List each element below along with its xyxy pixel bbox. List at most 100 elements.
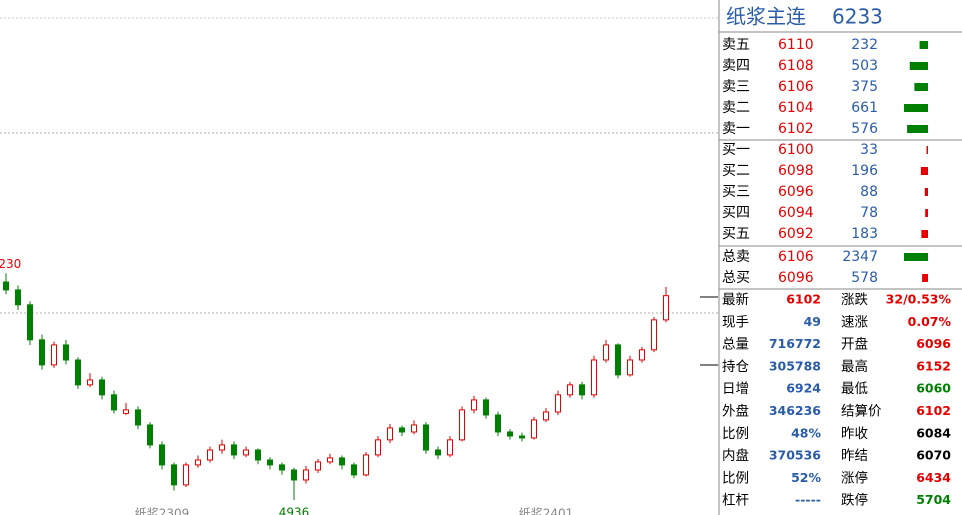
candle-body [411,424,417,433]
book-price: 6108 [778,58,814,74]
book-volume: 232 [851,37,878,53]
book-price: 6098 [778,163,814,179]
candle-body [387,427,393,441]
stat-value: 52% [791,470,821,485]
candle-body [471,399,477,411]
stat-value: 6070 [916,448,951,463]
candle-body [543,411,549,421]
candle-body [591,359,597,396]
candle-body [159,444,165,466]
book-label: 买五 [722,226,750,242]
stat-label: 内盘 [722,447,749,464]
candle-body [435,449,441,456]
volume-bar [907,125,928,133]
x-tick-label: 纸浆2401 [519,506,574,515]
candle-body [135,409,141,426]
book-volume: 183 [851,226,878,242]
stat-value: 49 [804,314,821,329]
candle-body [351,464,357,476]
stat-value: 32/0.53% [886,292,952,307]
stat-value: ----- [795,492,821,507]
candle-body [195,459,201,466]
stat-value: 6102 [786,292,821,307]
stat-value: 6434 [916,470,951,485]
book-volume: 375 [851,79,878,95]
book-label: 卖二 [722,100,750,116]
candle-body [27,304,33,341]
candle-body [663,295,669,321]
stat-label: 结算价 [841,404,882,420]
candle-body [183,464,189,486]
stat-value: 6084 [916,425,951,440]
stat-label: 最低 [841,381,869,397]
stat-label: 比例 [722,470,749,486]
candle-body [39,339,45,366]
stat-value: 346236 [769,403,821,418]
stat-label: 日增 [722,381,749,397]
candle-body [123,409,129,414]
volume-bar [909,62,928,70]
book-price: 6096 [778,270,814,286]
low-label: 4936 [279,505,310,515]
book-volume: 576 [851,121,878,137]
candle-body [219,444,225,451]
candle-body [375,439,381,456]
book-price: 6102 [778,121,814,137]
candle-body [447,439,453,456]
candle-body [603,344,609,361]
candle-body [15,289,21,306]
stat-value: 6924 [786,381,821,396]
book-volume: 33 [860,142,878,158]
book-price: 6110 [778,37,814,53]
volume-bar [919,41,928,49]
book-label: 卖一 [722,121,750,137]
stat-label: 比例 [722,426,749,442]
stat-value: 6060 [916,381,951,396]
book-volume: 578 [851,270,878,286]
book-volume: 88 [860,184,878,200]
candle-body [639,349,645,361]
candle-body [315,461,321,471]
candle-body [171,464,177,486]
stat-value: 0.07% [908,314,952,329]
candle-body [507,431,513,437]
stat-value: 6096 [916,336,951,351]
dropdown-icon[interactable] [857,410,865,415]
high-label: 6230 [0,257,21,271]
volume-bar [921,230,928,238]
candle-body [243,449,249,456]
book-label: 总卖 [722,249,750,265]
book-label: 买四 [722,205,750,221]
book-label: 买一 [722,142,750,158]
volume-bar [914,83,928,91]
candle-body [147,424,153,446]
stat-label: 跌停 [841,492,868,509]
candle-body [339,457,345,466]
candle-body [483,399,489,416]
book-price: 6092 [778,226,814,242]
book-volume: 503 [851,58,878,74]
volume-bar [920,167,928,175]
book-price: 6106 [778,79,814,95]
stat-label: 现手 [722,314,749,330]
candle-body [63,344,69,361]
stat-label: 持仓 [722,359,750,375]
stat-value: 370536 [769,448,821,463]
candle-body [531,419,537,439]
candle-body [279,464,285,471]
volume-bar [904,104,928,112]
stat-label: 外盘 [722,403,749,420]
volume-bar [904,253,928,261]
candle-body [99,379,105,396]
candle-body [255,449,261,461]
candle-body [399,427,405,433]
candle-body [75,359,81,386]
volume-bar [925,209,928,217]
candle-body [303,469,309,481]
candle-body [615,344,621,376]
stat-label: 最高 [841,358,868,375]
stat-value: 305788 [769,358,821,373]
candle-body [231,444,237,456]
